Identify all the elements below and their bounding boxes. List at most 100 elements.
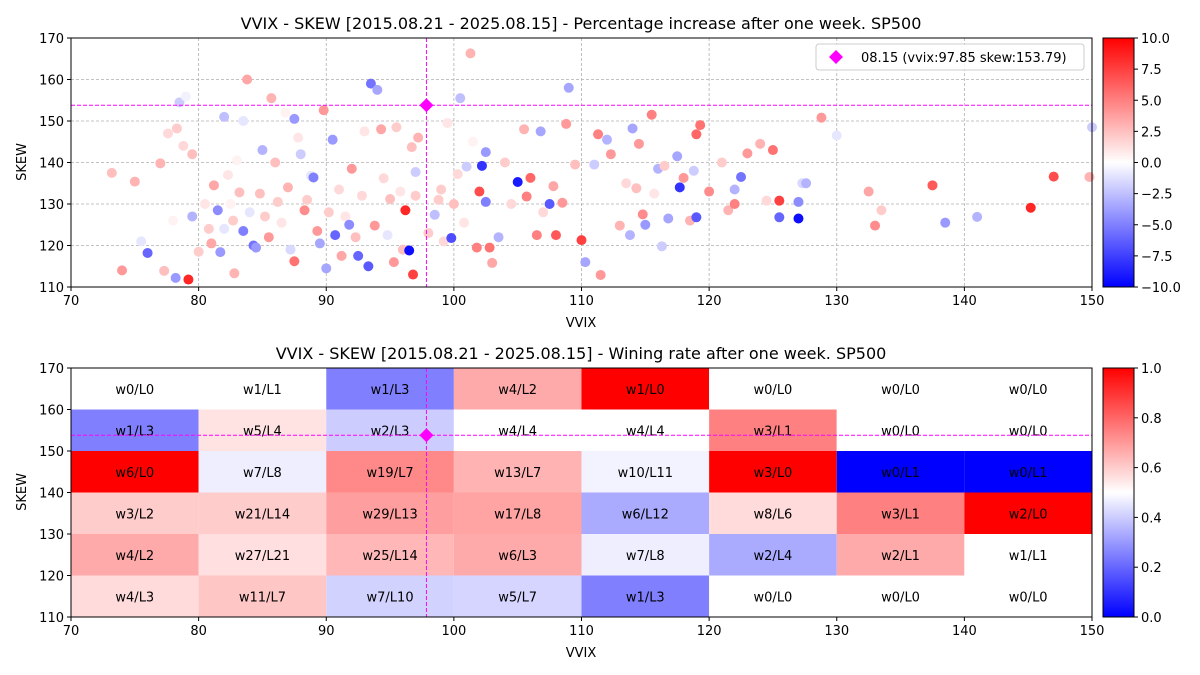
scatter-point <box>446 233 457 244</box>
heatmap-cell-label: w1/L3 <box>371 383 410 398</box>
scatter-point <box>162 128 173 139</box>
scatter-point <box>972 211 983 222</box>
scatter-point <box>761 195 772 206</box>
heatmap-cell <box>71 492 199 534</box>
scatter-point <box>372 84 383 95</box>
colorbar-tick-label: 0.6 <box>1141 462 1162 477</box>
colorbar-tick-label: 0.0 <box>1141 611 1162 626</box>
heatmap-cell <box>453 575 582 617</box>
heatmap-cell-label: w8/L6 <box>754 507 793 522</box>
scatter-point <box>327 134 338 145</box>
scatter-point <box>212 205 223 216</box>
scatter-point <box>627 123 638 134</box>
scatter-point <box>544 199 555 209</box>
heatmap-cell-label: w1/L3 <box>115 424 154 439</box>
scatter-point <box>927 180 938 191</box>
scatter-point <box>548 181 559 192</box>
heatmap-cell-label: w0/L0 <box>1009 383 1048 398</box>
scatter-point <box>678 172 689 183</box>
scatter-point <box>391 122 402 133</box>
scatter-point <box>729 184 740 195</box>
scatter-point <box>474 186 485 197</box>
scatter-point <box>334 184 345 195</box>
x-tick-label: 70 <box>63 294 80 309</box>
heatmap-cell-label: w1/L3 <box>626 590 665 605</box>
heatmap-cell-label: w0/L0 <box>881 590 920 605</box>
heatmap-cell <box>198 492 327 534</box>
heatmap-cell-label: w4/L4 <box>498 424 537 439</box>
scatter-point <box>436 184 447 195</box>
heatmap-cell <box>581 368 710 410</box>
scatter-point <box>602 134 613 145</box>
scatter-point <box>410 190 421 201</box>
heatmap-cell <box>836 534 965 576</box>
scatter-point <box>168 215 179 226</box>
x-tick-label: 150 <box>1080 624 1105 639</box>
scatter-point <box>637 209 648 220</box>
heatmap-cell-label: w0/L0 <box>754 590 793 605</box>
heatmap-cell <box>453 368 582 410</box>
heatmap-cell <box>709 534 837 576</box>
scatter-point <box>208 180 219 191</box>
scatter-point <box>408 269 419 280</box>
heatmap-cell-label: w0/L0 <box>115 383 154 398</box>
heatmap-cell <box>964 534 1092 576</box>
heatmap-cell <box>836 451 965 493</box>
colorbar-tick-label: −5.0 <box>1141 219 1173 234</box>
scatter-point <box>251 242 262 253</box>
heatmap-cell-label: w5/L7 <box>498 590 537 605</box>
scatter-point <box>302 194 313 205</box>
scatter-point <box>330 230 341 241</box>
scatter-point <box>321 263 332 274</box>
scatter-point <box>388 257 399 268</box>
scatter-point <box>299 205 310 216</box>
scatter-point <box>442 118 453 129</box>
scatter-point <box>563 82 574 93</box>
x-tick-label: 90 <box>318 294 335 309</box>
scatter-point <box>1084 172 1095 183</box>
heatmap-cell-label: w3/L2 <box>115 507 154 522</box>
scatter-point <box>736 172 747 183</box>
scatter-point <box>438 236 449 247</box>
scatter-point <box>433 194 444 205</box>
heatmap-cell <box>709 451 837 493</box>
scatter-point <box>382 230 393 241</box>
colorbar-tick-label: 10.0 <box>1141 32 1170 47</box>
scatter-point <box>576 235 587 246</box>
heatmap-cell-label: w0/L0 <box>1009 590 1048 605</box>
heatmap-cell <box>71 575 199 617</box>
scatter-point <box>270 157 281 168</box>
scatter-point <box>633 138 644 149</box>
x-tick-label: 70 <box>63 624 80 639</box>
scatter-point <box>452 169 463 180</box>
heatmap-title: VVIX - SKEW [2015.08.21 - 2025.08.15] - … <box>276 344 887 363</box>
heatmap-cell-label: w0/L1 <box>881 466 920 481</box>
scatter-point <box>336 250 347 261</box>
heatmap-cell-label: w1/L1 <box>243 383 282 398</box>
x-tick-label: 110 <box>569 624 594 639</box>
current-point-diamond <box>419 428 434 443</box>
x-tick-label: 100 <box>441 294 466 309</box>
scatter-point <box>323 207 334 218</box>
scatter-point <box>672 151 683 162</box>
scatter-point <box>580 257 591 268</box>
heatmap-cell <box>326 409 454 451</box>
heatmap-cell-label: w3/L1 <box>881 507 920 522</box>
scatter-point <box>455 93 466 104</box>
scatter-point <box>499 157 510 168</box>
heatmap-cell <box>453 534 582 576</box>
scatter-point <box>476 160 487 171</box>
scatter-point <box>801 178 812 189</box>
heatmap-cell-label: w2/L0 <box>1009 507 1048 522</box>
scatter-point <box>293 132 304 143</box>
scatter-colorbar: −10.0 −7.5 −5.0 −2.5 0.0 2.5 5.0 7.5 10.0 <box>1102 32 1181 296</box>
scatter-point <box>193 246 204 257</box>
heatmap-cell-label: w19/L7 <box>367 466 414 481</box>
scatter-point <box>659 160 670 171</box>
scatter-point <box>831 130 842 141</box>
scatter-point <box>876 205 887 216</box>
scatter-point <box>129 176 140 187</box>
scatter-point <box>663 213 674 224</box>
heatmap-colorbar-ticks: 0.0 0.2 0.4 0.6 0.8 1.0 <box>1134 362 1162 626</box>
heatmap-cell-label: w4/L3 <box>115 590 154 605</box>
